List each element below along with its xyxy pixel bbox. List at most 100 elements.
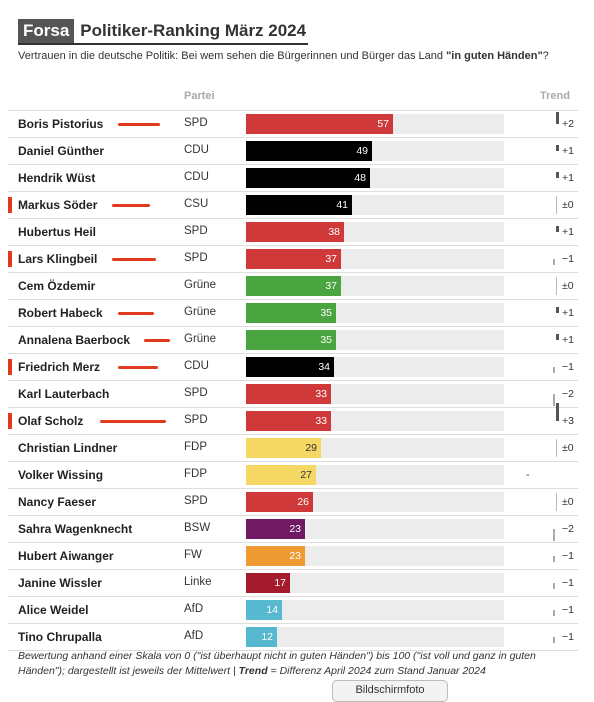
hand-drawn-underline <box>112 258 156 261</box>
bar-track: 33 <box>246 411 504 431</box>
party-label: Grüne <box>184 306 216 318</box>
value-bar: 12 <box>246 627 277 647</box>
footnote-text: Bewertung anhand einer Skala von 0 ("ist… <box>18 650 536 677</box>
value-label: 17 <box>274 577 286 589</box>
value-bar: 33 <box>246 384 331 404</box>
trend-indicator <box>556 226 559 232</box>
trend-indicator <box>553 394 555 406</box>
politician-name: Robert Habeck <box>18 306 103 320</box>
trend-indicator <box>556 439 557 457</box>
trend-value: ±0 <box>562 280 574 292</box>
party-label: CDU <box>184 144 209 156</box>
value-bar: 37 <box>246 276 341 296</box>
bar-track: 35 <box>246 330 504 350</box>
politician-name: Tino Chrupalla <box>18 630 102 644</box>
trend-indicator <box>556 112 559 124</box>
highlight-marker <box>8 413 12 429</box>
trend-value: +1 <box>562 334 574 346</box>
trend-value: −1 <box>562 631 574 643</box>
highlight-marker <box>8 251 12 267</box>
ranking-row: Olaf Scholz SPD 33 +3 <box>8 403 578 434</box>
party-label: FW <box>184 549 202 561</box>
ranking-row: Tino Chrupalla AfD 12 −1 <box>8 623 578 651</box>
party-label: CSU <box>184 198 209 210</box>
trend-value: −2 <box>562 388 574 400</box>
ranking-row: Nancy Faeser SPD 26 ±0 <box>8 488 578 515</box>
ranking-row: Hubert Aiwanger FW 23 −1 <box>8 542 578 569</box>
ranking-row: Lars Klingbeil SPD 37 −1 <box>8 245 578 272</box>
value-label: 14 <box>266 604 278 616</box>
chart-title: Politiker-Ranking März 2024 <box>80 21 307 40</box>
party-label: Grüne <box>184 279 216 291</box>
bar-track: 34 <box>246 357 504 377</box>
politician-name: Karl Lauterbach <box>18 387 110 401</box>
politician-name: Cem Özdemir <box>18 279 96 293</box>
trend-indicator <box>553 556 555 562</box>
bar-track: 37 <box>246 249 504 269</box>
footnote-text-end: = Differenz April 2024 zum Stand Januar … <box>267 665 486 677</box>
trend-indicator <box>553 637 555 643</box>
trend-indicator <box>556 307 559 313</box>
trend-value: +1 <box>562 307 574 319</box>
politician-name: Hendrik Wüst <box>18 171 96 185</box>
politician-name: Lars Klingbeil <box>18 252 98 266</box>
trend-indicator <box>556 403 559 421</box>
party-label: SPD <box>184 414 208 426</box>
bar-track: 26 <box>246 492 504 512</box>
ranking-row: Christian Lindner FDP 29 ±0 <box>8 434 578 461</box>
trend-value: ±0 <box>562 496 574 508</box>
value-bar: 41 <box>246 195 352 215</box>
bar-track: 12 <box>246 627 504 647</box>
value-bar: 23 <box>246 519 305 539</box>
politician-name: Janine Wissler <box>18 576 102 590</box>
value-bar: 57 <box>246 114 393 134</box>
value-bar: 14 <box>246 600 282 620</box>
trend-indicator <box>553 367 555 373</box>
trend-value: ±0 <box>562 442 574 454</box>
politician-name: Friedrich Merz <box>18 360 101 374</box>
brand-label: Forsa <box>18 19 75 43</box>
hand-drawn-underline <box>112 204 150 207</box>
bar-track: 49 <box>246 141 504 161</box>
party-label: BSW <box>184 522 211 534</box>
chart-subtitle: Vertrauen in die deutsche Politik: Bei w… <box>18 50 549 62</box>
bar-track: 37 <box>246 276 504 296</box>
value-bar: 29 <box>246 438 321 458</box>
value-label: 33 <box>315 388 327 400</box>
trend-indicator <box>553 259 555 265</box>
value-bar: 23 <box>246 546 305 566</box>
value-bar: 34 <box>246 357 334 377</box>
value-label: 35 <box>320 334 332 346</box>
screenshot-button[interactable]: Bildschirmfoto <box>332 680 448 702</box>
ranking-row: Markus Söder CSU 41 ±0 <box>8 191 578 218</box>
chart-title-bar: Forsa Politiker-Ranking März 2024 <box>18 18 308 45</box>
value-bar: 37 <box>246 249 341 269</box>
party-label: AfD <box>184 603 204 615</box>
value-label: 37 <box>325 253 337 265</box>
highlight-marker <box>8 197 12 213</box>
party-label: FDP <box>184 441 207 453</box>
trend-value: −1 <box>562 253 574 265</box>
value-bar: 35 <box>246 330 336 350</box>
value-bar: 33 <box>246 411 331 431</box>
value-bar: 27 <box>246 465 316 485</box>
trend-value: ±0 <box>562 199 574 211</box>
value-label: 35 <box>320 307 332 319</box>
trend-indicator <box>556 145 559 151</box>
trend-indicator <box>556 493 557 511</box>
trend-column-header: Trend <box>540 90 570 102</box>
ranking-row: Daniel Günther CDU 49 +1 <box>8 137 578 164</box>
party-label: Linke <box>184 576 212 588</box>
trend-indicator <box>553 583 555 589</box>
politician-name: Olaf Scholz <box>18 414 84 428</box>
ranking-row: Annalena Baerbock Grüne 35 +1 <box>8 326 578 353</box>
trend-value: −1 <box>562 604 574 616</box>
party-label: FDP <box>184 468 207 480</box>
bar-track: 14 <box>246 600 504 620</box>
highlight-marker <box>8 359 12 375</box>
bar-track: 57 <box>246 114 504 134</box>
value-bar: 38 <box>246 222 344 242</box>
value-bar: 48 <box>246 168 370 188</box>
party-label: CDU <box>184 360 209 372</box>
politician-name: Annalena Baerbock <box>18 333 131 347</box>
